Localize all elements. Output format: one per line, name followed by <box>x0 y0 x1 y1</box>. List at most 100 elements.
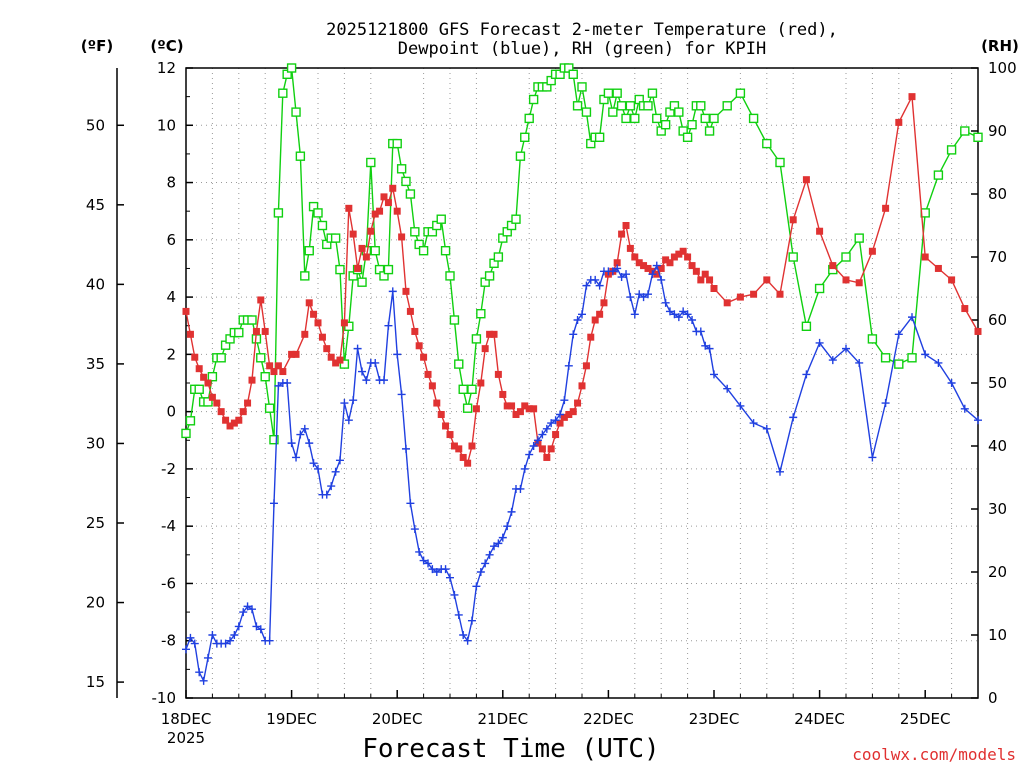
temperature-point <box>538 445 546 453</box>
celsius-tick-label: 0 <box>166 403 176 421</box>
rh-point <box>445 271 455 281</box>
temperature-point <box>428 382 436 390</box>
temperature-point <box>622 222 630 229</box>
temperature-point <box>230 419 238 427</box>
x-tick-label: 23DEC <box>689 710 740 728</box>
temperature-point <box>305 299 313 307</box>
temperature-point <box>191 353 199 361</box>
rh-point <box>181 428 191 439</box>
celsius-tick-label: 2 <box>166 345 176 363</box>
rh-point <box>700 113 710 124</box>
dewpoint-point <box>749 419 758 428</box>
dewpoint-point <box>362 376 371 385</box>
temperature-point <box>543 453 551 461</box>
temperature-point <box>776 290 784 298</box>
dewpoint-point <box>476 568 485 576</box>
dewpoint-point <box>331 467 340 476</box>
dewpoint-point <box>472 582 481 591</box>
rh-point <box>647 88 658 98</box>
dewpoint-point <box>960 404 969 413</box>
dewpoint-point <box>401 444 410 453</box>
temperature-point <box>626 244 634 252</box>
dewpoint-point <box>802 370 811 379</box>
rh-point <box>291 107 301 117</box>
temperature-point <box>186 330 194 338</box>
rh-point <box>616 101 627 111</box>
temperature-point <box>521 402 529 410</box>
temperature-point <box>750 290 758 298</box>
temperature-point <box>613 259 621 267</box>
rh-tick-label: 90 <box>988 122 1007 140</box>
rh-point <box>234 327 244 338</box>
dewpoint-point <box>648 270 657 279</box>
dewpoint-point <box>230 631 239 639</box>
credit-text: coolwx.com/models <box>852 745 1016 764</box>
temperature-point <box>450 442 458 450</box>
rh-point <box>194 384 204 394</box>
x-tick-sublabel: 2025 <box>167 729 205 747</box>
rh-unit-label: (RH) <box>981 37 1019 55</box>
dewpoint-point <box>459 631 468 639</box>
rh-point <box>436 214 446 224</box>
rh-point <box>788 252 798 262</box>
temperature-point <box>974 327 982 335</box>
dewpoint-point <box>520 464 529 473</box>
dewpoint-point <box>974 416 982 425</box>
dewpoint-point <box>353 344 362 353</box>
rh-point <box>304 245 314 256</box>
rh-point <box>410 227 420 237</box>
temperature-point <box>516 408 524 416</box>
fahrenheit-tick-label: 20 <box>86 594 105 612</box>
dewpoint-point <box>388 287 397 296</box>
rh-point <box>330 233 341 243</box>
temperature-point <box>270 368 278 376</box>
dewpoint-point <box>855 358 864 367</box>
dewpoint-point <box>322 490 331 499</box>
temperature-point <box>213 399 221 407</box>
temperature-point <box>486 330 494 338</box>
dewpoint-point <box>701 341 710 350</box>
rh-tick-label: 0 <box>988 689 998 707</box>
fahrenheit-tick-label: 40 <box>86 275 105 293</box>
temperature-point <box>842 276 850 284</box>
dewpoint-point <box>736 401 745 410</box>
rh-point <box>313 208 323 218</box>
dewpoint-point <box>507 507 516 516</box>
temperature-point <box>235 416 243 424</box>
temperature-point <box>226 422 234 430</box>
dewpoint-point <box>406 499 415 508</box>
temperature-point <box>208 393 216 401</box>
rh-point <box>841 252 851 262</box>
temperature-point <box>415 342 423 350</box>
rh-point <box>335 264 345 275</box>
dewpoint-point <box>498 533 507 542</box>
dewpoint-point <box>934 358 943 367</box>
temperature-point <box>301 330 309 338</box>
temperature-point <box>459 453 467 461</box>
rh-point <box>687 119 697 130</box>
dewpoint-point <box>199 676 208 685</box>
temperature-point <box>402 287 410 295</box>
temperature-point <box>701 270 709 278</box>
temperature-point <box>384 199 392 207</box>
rh-point <box>603 88 614 98</box>
temperature-point <box>442 422 450 430</box>
dewpoint-point <box>358 367 367 376</box>
celsius-tick-label: 8 <box>166 174 176 192</box>
rh-point <box>286 63 297 73</box>
dewpoint-point <box>292 453 301 462</box>
rh-point <box>528 94 539 105</box>
temperature-point <box>692 267 700 275</box>
rh-tick-label: 20 <box>988 563 1007 581</box>
rh-point <box>515 151 526 161</box>
rh-point <box>960 126 970 136</box>
rh-point <box>392 138 402 149</box>
temperature-point <box>371 210 379 218</box>
x-tick-label: 21DEC <box>478 710 529 728</box>
dewpoint-point <box>582 281 591 290</box>
rh-point <box>867 334 878 344</box>
rh-point <box>467 384 477 394</box>
temperature-point <box>908 93 916 101</box>
rh-tick-label: 80 <box>988 185 1007 203</box>
dewpoint-point <box>894 330 903 339</box>
